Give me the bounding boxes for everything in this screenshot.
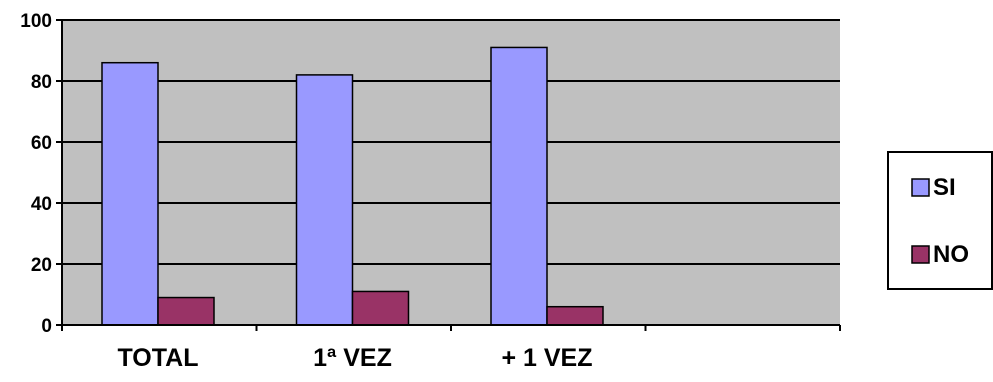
bar-no-1 [351,290,410,326]
bar-si-1 [295,74,354,326]
y-tick-labels: 0 20 40 60 80 100 [20,11,52,337]
y-tick-label: 0 [41,316,52,337]
bar-si-2 [490,46,548,326]
y-tick-label: 60 [31,133,52,154]
axes [56,19,841,331]
legend-swatch-si [911,178,930,197]
bars [101,46,604,326]
y-tick-label: 40 [31,194,52,215]
x-category-label: + 1 VEZ [501,344,592,372]
legend: SI NO [887,151,993,290]
legend-swatch-no [911,245,930,264]
x-category-label: 1ª VEZ [313,344,392,372]
y-tick-label: 100 [20,11,52,32]
legend-box [887,151,993,290]
legend-label-no: NO [933,241,969,268]
bar-no-2 [546,305,604,326]
y-tick-label: 80 [31,72,52,93]
bar-no-0 [157,296,215,326]
bar-si-0 [101,61,159,326]
legend-label-si: SI [933,174,956,201]
x-category-labels: TOTAL 1ª VEZ + 1 VEZ [117,344,592,372]
gridlines [62,19,840,265]
x-category-label: TOTAL [117,344,198,372]
y-tick-label: 20 [31,255,52,276]
plot-area [62,19,840,326]
plot-background [62,20,840,325]
